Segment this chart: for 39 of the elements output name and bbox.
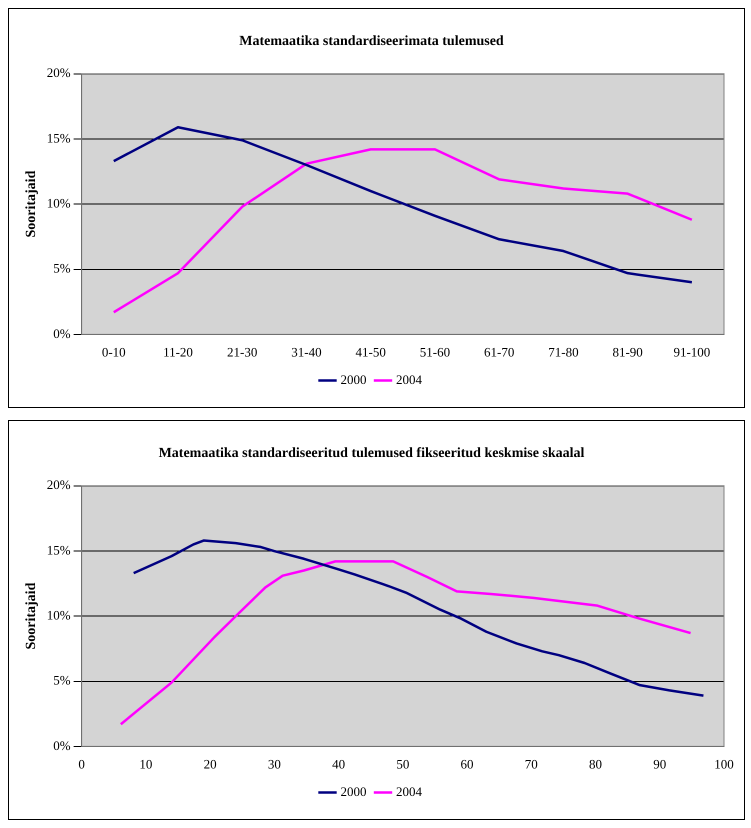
- x-tick-label: 71-80: [548, 344, 579, 360]
- x-tick-label: 91-100: [673, 344, 710, 360]
- chart-title: Matemaatika standardiseerimata tulemused: [239, 34, 504, 50]
- x-tick-label: 80: [589, 756, 602, 772]
- y-tick-label: 10%: [46, 608, 71, 623]
- x-tick-label: 21-30: [227, 344, 258, 360]
- y-tick-label: 5%: [53, 672, 71, 688]
- x-tick-label: 31-40: [291, 344, 322, 360]
- x-tick-label: 90: [653, 756, 666, 772]
- x-tick-label: 41-50: [356, 344, 386, 360]
- x-tick-label: 0: [78, 756, 85, 772]
- y-axis-title: Sooritajaid: [24, 582, 40, 650]
- y-tick-label: 20%: [46, 65, 71, 80]
- x-tick-label: 50: [396, 756, 410, 772]
- y-tick-label: 0%: [53, 738, 71, 753]
- x-tick-label: 81-90: [612, 344, 643, 360]
- x-tick-label: 10: [139, 756, 152, 772]
- x-tick-label: 100: [714, 756, 734, 772]
- y-tick-label: 20%: [46, 477, 71, 492]
- y-tick-label: 15%: [46, 130, 71, 146]
- chart-title: Matemaatika standardiseeritud tulemused fikseeritud keskmise skaalal: [158, 446, 585, 462]
- x-tick-label: 61-70: [484, 344, 514, 360]
- x-tick-label: 30: [268, 756, 281, 772]
- x-tick-label: 51-60: [420, 344, 450, 360]
- x-tick-label: 0-10: [102, 344, 126, 360]
- x-tick-label: 70: [524, 756, 538, 772]
- x-tick-label: 40: [332, 756, 346, 772]
- y-tick-label: 0%: [53, 326, 71, 341]
- x-tick-label: 20: [204, 756, 217, 772]
- y-tick-label: 15%: [46, 542, 71, 558]
- legend-label: 2000: [340, 372, 366, 387]
- y-axis-title: Sooritajaid: [24, 170, 40, 238]
- x-tick-label: 60: [460, 756, 474, 772]
- legend-label: 2004: [396, 784, 422, 799]
- legend-label: 2004: [396, 372, 422, 387]
- legend-label: 2000: [340, 784, 366, 799]
- y-tick-label: 5%: [53, 260, 71, 276]
- x-tick-label: 11-20: [163, 344, 193, 360]
- y-tick-label: 10%: [46, 196, 71, 211]
